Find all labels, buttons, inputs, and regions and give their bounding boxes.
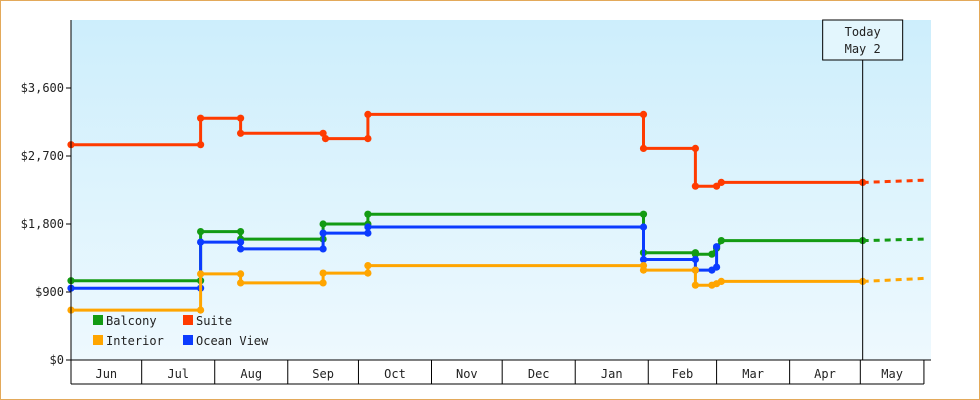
today-date: May 2 <box>845 42 881 56</box>
y-tick-label: $2,700 <box>21 149 64 163</box>
x-tick-label-mar: Mar <box>742 367 764 381</box>
data-point-suite[interactable] <box>237 114 245 122</box>
data-point-balcony[interactable] <box>319 220 327 228</box>
x-tick-label-oct: Oct <box>384 367 406 381</box>
data-point-ocean-view[interactable] <box>639 255 648 264</box>
legend-label: Interior <box>106 334 164 348</box>
today-box <box>822 19 904 61</box>
data-point-ocean-view[interactable] <box>197 238 205 246</box>
x-tick-label-feb: Feb <box>672 367 694 381</box>
data-point-interior[interactable] <box>237 279 245 287</box>
data-point-ocean-view[interactable] <box>319 229 327 237</box>
data-point-ocean-view[interactable] <box>639 223 648 231</box>
data-point-ocean-view[interactable] <box>364 223 372 231</box>
x-tick-label-sep: Sep <box>312 367 334 381</box>
legend-swatch <box>93 315 103 325</box>
data-point-balcony[interactable] <box>691 250 700 258</box>
x-tick-label-dec: Dec <box>528 367 550 381</box>
data-point-ocean-view[interactable] <box>713 263 721 271</box>
data-point-balcony[interactable] <box>639 210 648 218</box>
plot-area <box>71 20 931 360</box>
legend-label: Suite <box>196 314 232 328</box>
data-point-interior[interactable] <box>717 277 725 285</box>
x-tick-label-nov: Nov <box>456 367 478 381</box>
y-tick-label: $900 <box>35 285 64 299</box>
data-point-interior[interactable] <box>691 266 700 274</box>
x-tick-label-jan: Jan <box>601 367 623 381</box>
data-point-ocean-view[interactable] <box>237 245 245 253</box>
y-tick-label: $3,600 <box>21 81 64 95</box>
series-line-suite <box>71 112 863 188</box>
series-layer <box>67 110 925 314</box>
data-point-balcony[interactable] <box>237 228 245 236</box>
data-point-interior[interactable] <box>364 269 372 277</box>
data-point-interior[interactable] <box>197 270 205 278</box>
data-point-ocean-view[interactable] <box>364 229 372 237</box>
legend-item-interior[interactable]: Interior <box>93 334 164 348</box>
data-point-interior[interactable] <box>237 270 245 278</box>
data-point-interior[interactable] <box>319 269 327 277</box>
x-tick-label-jun: Jun <box>95 367 117 381</box>
x-tick-label-aug: Aug <box>240 367 262 381</box>
legend-label: Balcony <box>106 314 157 328</box>
data-point-suite[interactable] <box>321 135 330 143</box>
data-point-suite[interactable] <box>691 182 700 190</box>
data-point-interior[interactable] <box>319 279 327 287</box>
today-marker: Today May 2 <box>822 19 904 360</box>
data-point-suite[interactable] <box>197 141 205 149</box>
data-point-suite[interactable] <box>639 110 648 118</box>
data-point-suite[interactable] <box>364 110 372 118</box>
data-point-ocean-view[interactable] <box>237 238 245 246</box>
data-point-suite[interactable] <box>691 144 700 152</box>
data-point-ocean-view[interactable] <box>691 255 700 264</box>
x-tick-label-apr: Apr <box>814 367 836 381</box>
x-tick-label-jul: Jul <box>167 367 189 381</box>
data-point-ocean-view[interactable] <box>713 243 721 251</box>
data-point-suite[interactable] <box>717 178 725 186</box>
legend: Balcony Suite Interior Ocean View <box>93 314 269 348</box>
data-point-balcony[interactable] <box>197 228 205 236</box>
y-tick-label: $1,800 <box>21 217 64 231</box>
legend-item-balcony[interactable]: Balcony <box>93 314 157 328</box>
data-point-suite[interactable] <box>237 129 245 137</box>
legend-swatch <box>183 315 193 325</box>
legend-swatch <box>183 335 193 345</box>
data-point-interior[interactable] <box>197 306 205 314</box>
y-tick-label: $0 <box>50 353 64 367</box>
data-point-suite[interactable] <box>639 144 648 152</box>
data-point-ocean-view[interactable] <box>319 245 327 253</box>
data-point-interior[interactable] <box>639 266 648 274</box>
legend-item-ocean-view[interactable]: Ocean View <box>183 334 269 348</box>
data-point-suite[interactable] <box>364 135 372 143</box>
axis-layer: $0 $900 $1,800 $2,700 $3,600 Jun Jul Aug Sep Oct N… <box>21 20 931 385</box>
legend-swatch <box>93 335 103 345</box>
data-point-interior[interactable] <box>364 262 372 270</box>
legend-item-suite[interactable]: Suite <box>183 314 232 328</box>
data-point-interior[interactable] <box>691 281 700 289</box>
legend-label: Ocean View <box>196 334 269 348</box>
x-tick-label-may: May <box>881 367 903 381</box>
data-point-balcony[interactable] <box>708 250 716 258</box>
data-point-suite[interactable] <box>197 114 205 122</box>
data-point-balcony[interactable] <box>717 237 725 245</box>
today-label: Today <box>845 25 881 39</box>
data-point-balcony[interactable] <box>364 210 372 218</box>
